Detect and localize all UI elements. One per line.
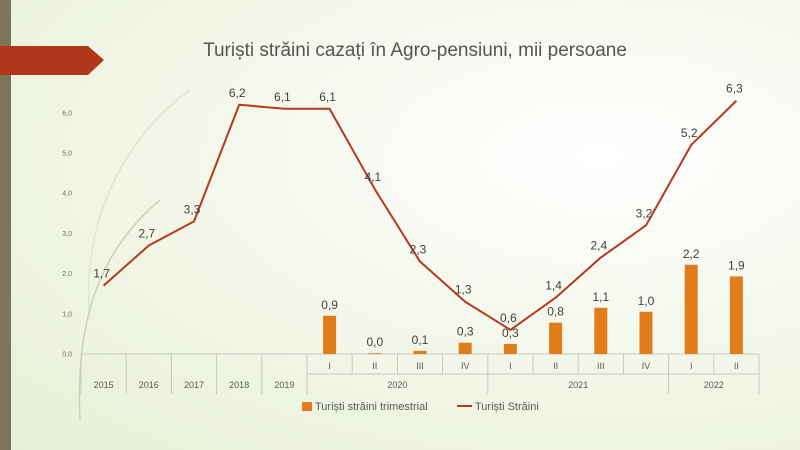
x-group-label: 2022 [704,380,724,390]
bar [368,353,382,354]
line-data-label: 2,7 [138,226,155,240]
x-category-label: III [597,361,605,371]
line-data-label: 1,4 [545,279,562,293]
x-category-label: II [734,361,739,371]
y-tick-label: 2,0 [62,271,72,278]
legend-bar-swatch [302,402,312,411]
line-data-label: 1,3 [455,283,472,297]
x-category-label: II [553,361,558,371]
bar [639,311,653,354]
x-group-label: 2021 [568,380,588,390]
line-data-label: 2,3 [410,243,427,257]
x-category-label: II [372,361,377,371]
side-bar [0,0,11,450]
legend: Turiști străini trimestrial Turiști Stră… [302,401,539,413]
x-category-label: 2019 [274,380,294,390]
x-category-label: III [416,361,424,371]
x-category-label: I [690,361,693,371]
line-data-label: 6,3 [726,82,743,96]
bars-layer [323,264,743,354]
bar-data-label: 1,1 [592,290,609,304]
line-data-label: 3,2 [636,206,653,220]
line-series [102,100,738,331]
legend-bar-label: Turiști străini trimestrial [315,401,428,413]
axis-layer: 0,0 1,0 2,0 3,0 4,0 5,0 6,0 2015 2016 2017 2018 201… [62,110,760,394]
bar-data-label: 0,3 [502,326,519,340]
bar [549,322,563,354]
bar [323,315,337,354]
x-category-label: 2017 [184,380,204,390]
x-category-label: 2016 [139,380,159,390]
y-tick-label: 0,0 [62,352,72,359]
bar [458,342,472,354]
x-category-label: 2018 [229,380,249,390]
line-layer [102,100,738,331]
y-tick-label: 6,0 [62,110,72,117]
bar-data-label: 2,2 [683,247,700,261]
bar-data-label: 0,3 [457,325,474,339]
bar-data-label: 1,9 [728,258,745,272]
bar-data-label: 0,0 [366,335,383,349]
line-data-label: 0,6 [500,311,517,325]
bar [413,350,427,354]
labels-layer: 0,9 0,0 0,1 0,3 0,3 0,8 1,1 1,0 2,2 1,9 1,7 2,7 3,3 6… [93,82,745,349]
x-category-label: 2015 [94,380,114,390]
line-data-label: 3,3 [184,202,201,216]
line-data-label: 4,1 [364,170,381,184]
y-tick-label: 3,0 [62,231,72,238]
bar [729,276,743,354]
bar [594,307,608,354]
line-data-label: 1,7 [93,267,110,281]
line-data-label: 2,4 [590,239,607,253]
line-data-label: 6,1 [274,90,291,104]
x-group-label: 2020 [387,380,407,390]
x-category-label: I [509,361,512,371]
x-category-label: IV [642,361,651,371]
x-category-label: I [328,361,331,371]
x-category-label: IV [461,361,470,371]
chart-title: Turiști străini cazați în Agro-pensiuni,… [203,40,627,61]
bar [503,343,517,354]
bar-data-label: 0,1 [412,333,429,347]
y-tick-label: 5,0 [62,151,72,158]
y-tick-label: 1,0 [62,311,72,318]
y-tick-label: 4,0 [62,191,72,198]
bar-data-label: 1,0 [638,294,655,308]
line-data-label: 6,1 [319,90,336,104]
bar-data-label: 0,8 [547,305,564,319]
bar-data-label: 0,9 [321,298,338,312]
bar [684,264,698,354]
line-data-label: 5,2 [681,126,698,140]
line-data-label: 6,2 [229,86,246,100]
legend-line-label: Turiști Străini [475,401,539,413]
